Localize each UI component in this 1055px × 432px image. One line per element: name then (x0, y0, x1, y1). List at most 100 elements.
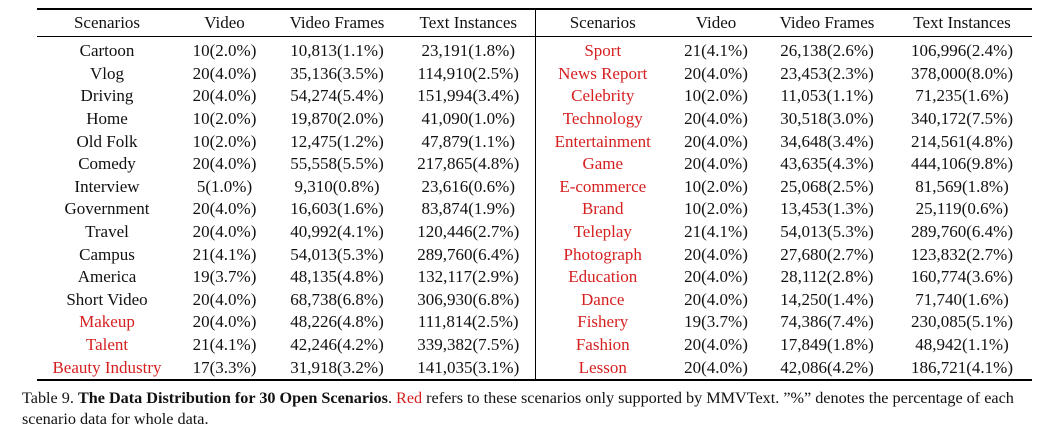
left-video-cell: 17(3.3%) (192, 357, 257, 377)
right-video-frames-cell: 13,453(1.3%) (780, 199, 874, 219)
left-video-cell: 20(4.0%) (192, 63, 257, 83)
right-text-instances-cell: 123,832(2.7%) (911, 244, 1013, 264)
right-text-instances-cell: 25,119(0.6%) (915, 199, 1009, 219)
left-video-frames-cell: 48,226(4.8%) (290, 312, 384, 332)
left-video-frames-cell: 48,135(4.8%) (290, 267, 384, 287)
right-video-cell: 20(4.0%) (684, 244, 748, 264)
table-row: Travel 20(4.0%) 40,992(4.1%) 120,446(2.7%) T… (37, 220, 1032, 244)
right-scenario-cell: Teleplay (573, 222, 632, 242)
left-scenario-cell: Old Folk (76, 131, 138, 151)
left-video-cell: 20(4.0%) (192, 86, 257, 106)
left-text-instances-cell: 83,874(1.9%) (402, 198, 536, 221)
left-text-instances-cell: 120,446(2.7%) (402, 220, 536, 244)
right-text-instances-cell: 289,760(6.4%) (911, 222, 1013, 242)
left-text-instances-cell: 114,910(2.5%) (402, 62, 536, 86)
left-text-instances-cell: 23,191(1.8%) (402, 36, 536, 63)
right-video-cell: 20(4.0%) (684, 63, 748, 83)
left-text-instances-cell: 141,035(3.1%) (402, 356, 536, 380)
right-video-frames-cell: 11,053(1.1%) (780, 86, 874, 106)
right-video-cell: 20(4.0%) (684, 357, 748, 377)
right-text-instances-cell: 444,106(9.8%) (911, 154, 1013, 174)
header-video-frames-right: Video Frames (762, 9, 892, 37)
caption-red-word: Red (396, 389, 423, 407)
header-text-instances-right: Text Instances (892, 9, 1032, 37)
caption-title: The Data Distribution for 30 Open Scenar… (77, 389, 388, 407)
table-row: Makeup 20(4.0%) 48,226(4.8%) 111,814(2.5%) F… (37, 311, 1032, 334)
table-row: Vlog 20(4.0%) 35,136(3.5%) 114,910(2.5%) New… (37, 62, 1032, 86)
left-scenario-cell: Talent (85, 335, 129, 355)
right-scenario-cell: Game (582, 154, 624, 174)
right-scenario-cell: Technology (562, 109, 643, 129)
table-row: Cartoon 10(2.0%) 10,813(1.1%) 23,191(1.8%) S… (37, 36, 1032, 63)
right-scenario-cell: Lesson (578, 357, 627, 377)
left-scenario-cell: Comedy (78, 154, 136, 174)
left-scenario-cell: Travel (85, 222, 129, 242)
table-row: Talent 21(4.1%) 42,246(4.2%) 339,382(7.5%) F… (37, 333, 1032, 357)
right-text-instances-cell: 71,235(1.6%) (915, 86, 1009, 106)
right-text-instances-cell: 81,569(1.8%) (915, 176, 1009, 196)
left-video-cell: 20(4.0%) (192, 199, 257, 219)
right-video-frames-cell: 74,386(7.4%) (780, 312, 874, 332)
table-row: Government 20(4.0%) 16,603(1.6%) 83,874(1.9… (37, 198, 1032, 221)
caption-label: Table 9. (22, 389, 74, 407)
right-video-frames-cell: 43,635(4.3%) (780, 154, 874, 174)
left-video-frames-cell: 54,013(5.3%) (290, 244, 384, 264)
right-text-instances-cell: 71,740(1.6%) (915, 289, 1009, 309)
table-row: Home 10(2.0%) 19,870(2.0%) 41,090(1.0%) Tech… (37, 107, 1032, 131)
right-video-frames-cell: 28,112(2.8%) (780, 267, 874, 287)
right-scenario-cell: Dance (581, 289, 625, 309)
right-video-frames-cell: 30,518(3.0%) (780, 109, 874, 129)
header-scenarios-right: Scenarios (535, 9, 670, 37)
right-video-frames-cell: 26,138(2.6%) (780, 41, 874, 61)
left-text-instances-cell: 306,930(6.8%) (402, 288, 536, 312)
right-scenario-cell: News Report (558, 63, 648, 83)
header-video-right: Video (670, 9, 762, 37)
left-video-cell: 10(2.0%) (192, 131, 257, 151)
header-video-frames-left: Video Frames (272, 9, 402, 37)
table-row: Driving 20(4.0%) 54,274(5.4%) 151,994(3.4%)… (37, 85, 1032, 108)
table-row: Comedy 20(4.0%) 55,558(5.5%) 217,865(4.8%) G… (37, 152, 1032, 176)
right-text-instances-cell: 160,774(3.6%) (911, 267, 1013, 287)
table-row: Old Folk 10(2.0%) 12,475(1.2%) 47,879(1.1%)… (37, 130, 1032, 153)
left-video-frames-cell: 54,274(5.4%) (290, 86, 384, 106)
left-scenario-cell: Government (64, 199, 150, 219)
left-video-frames-cell: 19,870(2.0%) (290, 109, 384, 129)
left-scenario-cell: Campus (79, 244, 135, 264)
left-video-cell: 21(4.1%) (192, 244, 257, 264)
left-scenario-cell: Vlog (90, 63, 124, 83)
right-video-frames-cell: 25,068(2.5%) (780, 176, 874, 196)
left-text-instances-cell: 339,382(7.5%) (402, 333, 536, 357)
right-scenario-cell: Education (568, 267, 638, 287)
left-video-cell: 20(4.0%) (192, 222, 257, 242)
right-text-instances-cell: 340,172(7.5%) (911, 109, 1013, 129)
right-text-instances-cell: 106,996(2.4%) (911, 41, 1013, 61)
left-scenario-cell: America (77, 267, 137, 287)
right-video-cell: 10(2.0%) (684, 176, 748, 196)
caption-title-period: . (387, 389, 392, 407)
left-video-frames-cell: 16,603(1.6%) (290, 199, 384, 219)
left-text-instances-cell: 151,994(3.4%) (402, 85, 536, 108)
left-video-frames-cell: 35,136(3.5%) (290, 63, 384, 83)
left-video-cell: 20(4.0%) (192, 312, 257, 332)
right-video-cell: 20(4.0%) (684, 335, 748, 355)
left-scenario-cell: Cartoon (79, 41, 135, 61)
right-text-instances-cell: 214,561(4.8%) (911, 131, 1013, 151)
right-scenario-cell: Entertainment (554, 131, 651, 151)
right-video-frames-cell: 34,648(3.4%) (780, 131, 874, 151)
table-row: Short Video 20(4.0%) 68,738(6.8%) 306,930(6… (37, 288, 1032, 312)
caption-description: refers to these scenarios only supported… (22, 389, 1014, 428)
left-video-cell: 21(4.1%) (192, 335, 257, 355)
table-row: Campus 21(4.1%) 54,013(5.3%) 289,760(6.4%) P… (37, 243, 1032, 266)
left-scenario-cell: Beauty Industry (52, 357, 162, 377)
right-text-instances-cell: 48,942(1.1%) (915, 335, 1009, 355)
left-text-instances-cell: 47,879(1.1%) (402, 130, 536, 153)
right-video-cell: 20(4.0%) (684, 289, 748, 309)
right-video-cell: 10(2.0%) (684, 86, 748, 106)
right-video-cell: 20(4.0%) (684, 131, 748, 151)
right-scenario-cell: Fishery (577, 312, 629, 332)
right-video-frames-cell: 17,849(1.8%) (780, 335, 874, 355)
right-text-instances-cell: 230,085(5.1%) (911, 312, 1013, 332)
left-video-frames-cell: 10,813(1.1%) (290, 41, 384, 61)
left-video-cell: 20(4.0%) (192, 289, 257, 309)
right-video-cell: 10(2.0%) (684, 199, 748, 219)
